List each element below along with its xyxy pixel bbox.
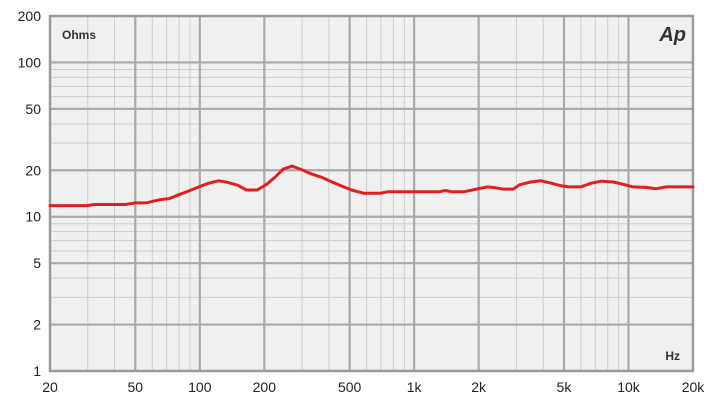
y-axis-unit-label: Ohms: [62, 28, 96, 42]
x-axis-tick-labels: 20 50 100 200 500 1k 2k 5k 10k 20k: [42, 379, 705, 395]
x-tick-label: 50: [128, 379, 144, 395]
x-tick-label: 1k: [407, 379, 423, 395]
y-tick-label: 100: [18, 54, 42, 70]
y-tick-label: 1: [33, 363, 41, 379]
major-grid: [50, 16, 693, 371]
y-tick-label: 200: [18, 8, 42, 24]
x-tick-label: 20: [42, 379, 58, 395]
y-axis-tick-labels: 1 2 5 10 20 50 100 200: [18, 8, 42, 379]
x-tick-label: 500: [338, 379, 362, 395]
y-tick-label: 5: [33, 255, 41, 271]
x-tick-label: 5k: [557, 379, 573, 395]
series-layer: [48, 164, 695, 208]
y-tick-label: 50: [25, 101, 41, 117]
y-tick-label: 20: [25, 162, 41, 178]
ap-logo: Ap: [658, 24, 686, 46]
y-tick-label: 10: [25, 209, 41, 225]
x-tick-label: 10k: [617, 379, 641, 395]
impedance-series-line: [48, 164, 695, 208]
x-tick-label: 2k: [471, 379, 487, 395]
plot-frame: [48, 14, 695, 373]
x-tick-label: 200: [253, 379, 277, 395]
x-axis-unit-label: Hz: [665, 349, 680, 363]
y-tick-label: 2: [33, 317, 41, 333]
x-tick-label: 100: [188, 379, 212, 395]
x-tick-label: 20k: [682, 379, 706, 395]
